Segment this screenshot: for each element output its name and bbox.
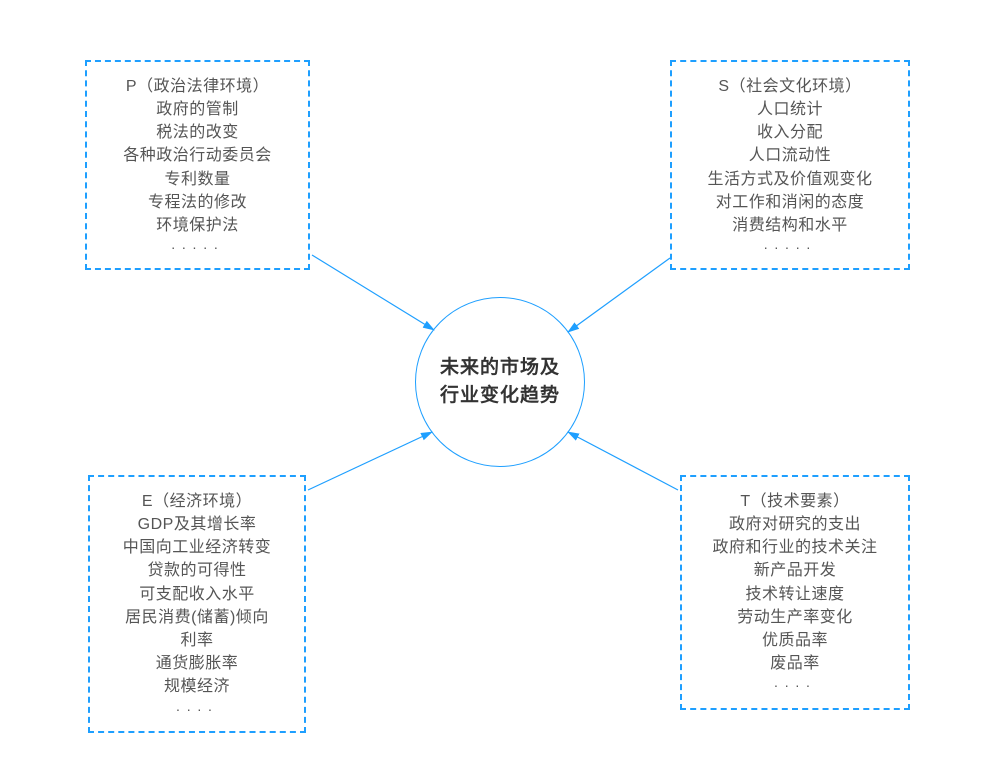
list-item: 消费结构和水平	[686, 214, 894, 237]
list-item: 规模经济	[104, 675, 290, 698]
pest-box-economic: E（经济环境） GDP及其增长率 中国向工业经济转变 贷款的可得性 可支配收入水…	[88, 475, 306, 733]
list-item: 技术转让速度	[696, 583, 894, 606]
list-item: 人口流动性	[686, 144, 894, 167]
ellipsis-dots: ·····	[686, 239, 894, 255]
ellipsis-dots: ····	[696, 677, 894, 693]
pest-box-political: P（政治法律环境） 政府的管制 税法的改变 各种政治行动委员会 专利数量 专程法…	[85, 60, 310, 270]
list-item: 居民消费(储蓄)倾向	[104, 606, 290, 629]
list-item: 生活方式及价值观变化	[686, 168, 894, 191]
pest-box-political-title: P（政治法律环境）	[101, 72, 294, 96]
pest-box-technology-title: T（技术要素）	[696, 487, 894, 511]
list-item: 专利数量	[101, 168, 294, 191]
center-label: 未来的市场及 行业变化趋势	[440, 354, 560, 411]
list-item: 政府的管制	[101, 98, 294, 121]
list-item: 税法的改变	[101, 121, 294, 144]
arrow-line	[308, 432, 432, 490]
list-item: GDP及其增长率	[104, 513, 290, 536]
list-item: 各种政治行动委员会	[101, 144, 294, 167]
list-item: 优质品率	[696, 629, 894, 652]
list-item: 专程法的修改	[101, 191, 294, 214]
list-item: 通货膨胀率	[104, 652, 290, 675]
list-item: 政府对研究的支出	[696, 513, 894, 536]
list-item: 收入分配	[686, 121, 894, 144]
ellipsis-dots: ····	[104, 701, 290, 717]
list-item: 劳动生产率变化	[696, 606, 894, 629]
center-node: 未来的市场及 行业变化趋势	[415, 297, 585, 467]
list-item: 环境保护法	[101, 214, 294, 237]
arrow-line	[568, 258, 670, 332]
pest-box-social-title: S（社会文化环境）	[686, 72, 894, 96]
list-item: 贷款的可得性	[104, 559, 290, 582]
list-item: 中国向工业经济转变	[104, 536, 290, 559]
arrow-line	[568, 432, 678, 490]
list-item: 人口统计	[686, 98, 894, 121]
center-line1: 未来的市场及	[440, 357, 560, 378]
list-item: 新产品开发	[696, 559, 894, 582]
pest-box-economic-title: E（经济环境）	[104, 487, 290, 511]
list-item: 政府和行业的技术关注	[696, 536, 894, 559]
pest-box-technology: T（技术要素） 政府对研究的支出 政府和行业的技术关注 新产品开发 技术转让速度…	[680, 475, 910, 710]
list-item: 可支配收入水平	[104, 583, 290, 606]
list-item: 对工作和消闲的态度	[686, 191, 894, 214]
arrow-line	[312, 255, 434, 330]
list-item: 利率	[104, 629, 290, 652]
list-item: 废品率	[696, 652, 894, 675]
center-line2: 行业变化趋势	[440, 385, 560, 406]
pest-box-social: S（社会文化环境） 人口统计 收入分配 人口流动性 生活方式及价值观变化 对工作…	[670, 60, 910, 270]
ellipsis-dots: ·····	[101, 239, 294, 255]
